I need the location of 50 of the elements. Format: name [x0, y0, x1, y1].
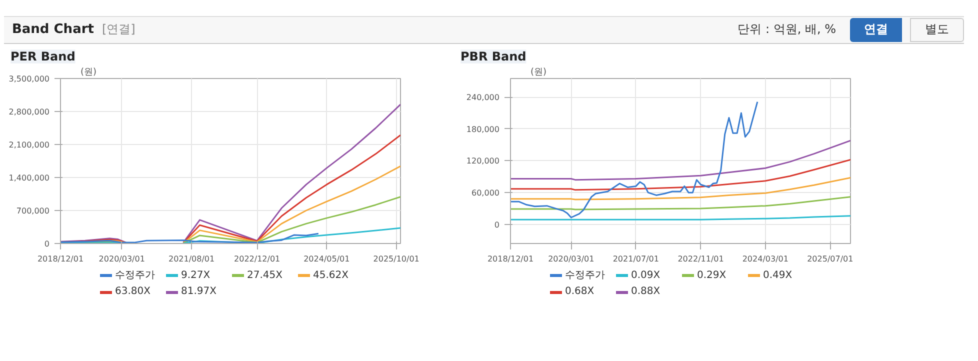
y-tick-label: 60,000: [472, 188, 500, 198]
chart-title: PBR Band: [460, 50, 526, 64]
line-series: [510, 196, 850, 210]
y-tick-label: 180,000: [466, 124, 500, 134]
x-tick-label: 2021/07/01: [612, 254, 659, 264]
legend-label: 63.80X: [115, 285, 150, 299]
line-series: [60, 232, 320, 244]
x-tick-label: 2022/11/01: [678, 254, 724, 264]
legend-label: 0.68X: [565, 285, 594, 299]
chart-title: PER Band: [10, 50, 76, 64]
legend-label: 81.97X: [181, 285, 216, 299]
legend-label: 0.49X: [763, 268, 792, 282]
legend-label: 수정주가: [565, 268, 605, 282]
legend-label: 27.45X: [247, 268, 282, 282]
x-tick-label: 2020/03/01: [98, 254, 145, 264]
x-tick-label: 2024/05/01: [304, 254, 350, 264]
y-tick-label: 0: [44, 240, 50, 248]
text: [연결]: [102, 21, 136, 38]
legend-label: 45.62X: [313, 268, 348, 282]
y-tick-label: 2,800,000: [8, 108, 50, 116]
x-tick-label: 2020/03/01: [548, 254, 594, 264]
line-series: [510, 176, 850, 200]
legend-label: 0.88X: [631, 285, 660, 299]
line-series: [510, 158, 850, 191]
line-series: [510, 101, 758, 218]
y-axis-title: (원): [80, 68, 97, 78]
y-tick-label: 240,000: [466, 93, 500, 102]
text: 별도: [910, 18, 964, 42]
x-tick-label: 2018/12/01: [37, 254, 84, 264]
y-tick-label: 700,000: [16, 206, 50, 216]
x-tick-label: 2018/12/01: [487, 254, 534, 264]
legend-label: 수정주가: [115, 268, 155, 282]
x-tick-label: 2025/10/01: [373, 254, 420, 264]
y-tick-label: 0: [494, 220, 500, 230]
x-tick-label: 2021/08/01: [168, 254, 215, 264]
line-series: [510, 140, 850, 181]
text: 단위 : 억원, 배, %: [738, 21, 836, 38]
x-tick-label: 2025/07/01: [807, 254, 854, 264]
x-tick-label: 2024/03/01: [742, 254, 788, 264]
legend-label: 0.09X: [631, 268, 660, 282]
y-tick-label: 120,000: [466, 156, 500, 166]
y-tick-label: 2,100,000: [8, 140, 50, 150]
text: Band Chart: [12, 20, 94, 39]
y-tick-label: 3,500,000: [8, 74, 50, 84]
x-tick-label: 2022/12/01: [234, 254, 280, 264]
legend-label: 0.29X: [697, 268, 726, 282]
y-axis-title: (원): [530, 68, 547, 78]
legend-label: 9.27X: [181, 268, 210, 282]
text: 연결: [850, 18, 902, 42]
y-tick-label: 1,400,000: [8, 174, 50, 182]
